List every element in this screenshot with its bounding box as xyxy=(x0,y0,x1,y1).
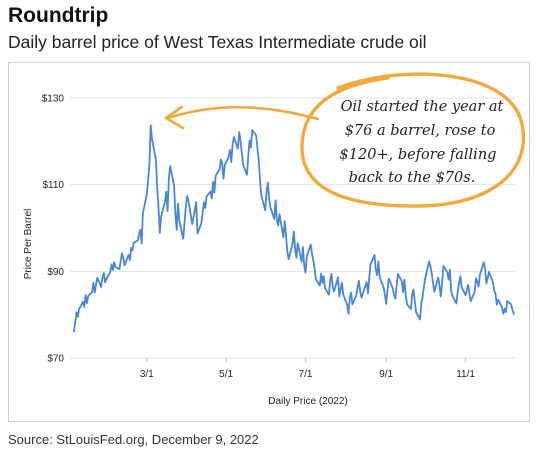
chart-title: Roundtrip xyxy=(8,4,109,27)
annotation-line-1: Oil started the year at xyxy=(341,99,504,115)
annotation-arrow xyxy=(164,105,320,130)
x-tick-label: 9/1 xyxy=(379,369,393,380)
y-axis-ticks: $70 $90 $110 $130 xyxy=(42,94,65,365)
chart-subtitle: Daily barrel price of West Texas Interme… xyxy=(8,32,427,52)
annotation-circle xyxy=(300,72,526,208)
y-tick-label: $110 xyxy=(42,180,64,191)
x-tick-label: 5/1 xyxy=(219,369,233,380)
y-tick-label: $130 xyxy=(42,94,65,105)
x-tick-label: 7/1 xyxy=(299,369,313,380)
y-tick-label: $90 xyxy=(47,267,64,278)
x-axis-ticks: 3/1 5/1 7/1 9/1 11/1 xyxy=(140,358,475,380)
series-line xyxy=(73,124,515,333)
x-axis-title: Daily Price (2022) xyxy=(268,396,347,407)
source-note: Source: StLouisFed.org, December 9, 2022 xyxy=(8,432,259,447)
chart-frame xyxy=(8,62,530,422)
annotation-line-3: $120+, before falling xyxy=(340,147,497,163)
gridlines xyxy=(70,97,515,359)
annotation-line-4: back to the $70s. xyxy=(349,170,476,186)
x-tick-label: 11/1 xyxy=(456,369,475,380)
x-tick-label: 3/1 xyxy=(140,369,154,380)
y-axis-title: Price Per Barrel xyxy=(23,209,34,280)
annotation-callout: Oil started the year at $76 a barrel, ro… xyxy=(164,72,526,208)
annotation-line-2: $76 a barrel, rose to xyxy=(345,123,496,139)
y-tick-label: $70 xyxy=(47,354,64,365)
